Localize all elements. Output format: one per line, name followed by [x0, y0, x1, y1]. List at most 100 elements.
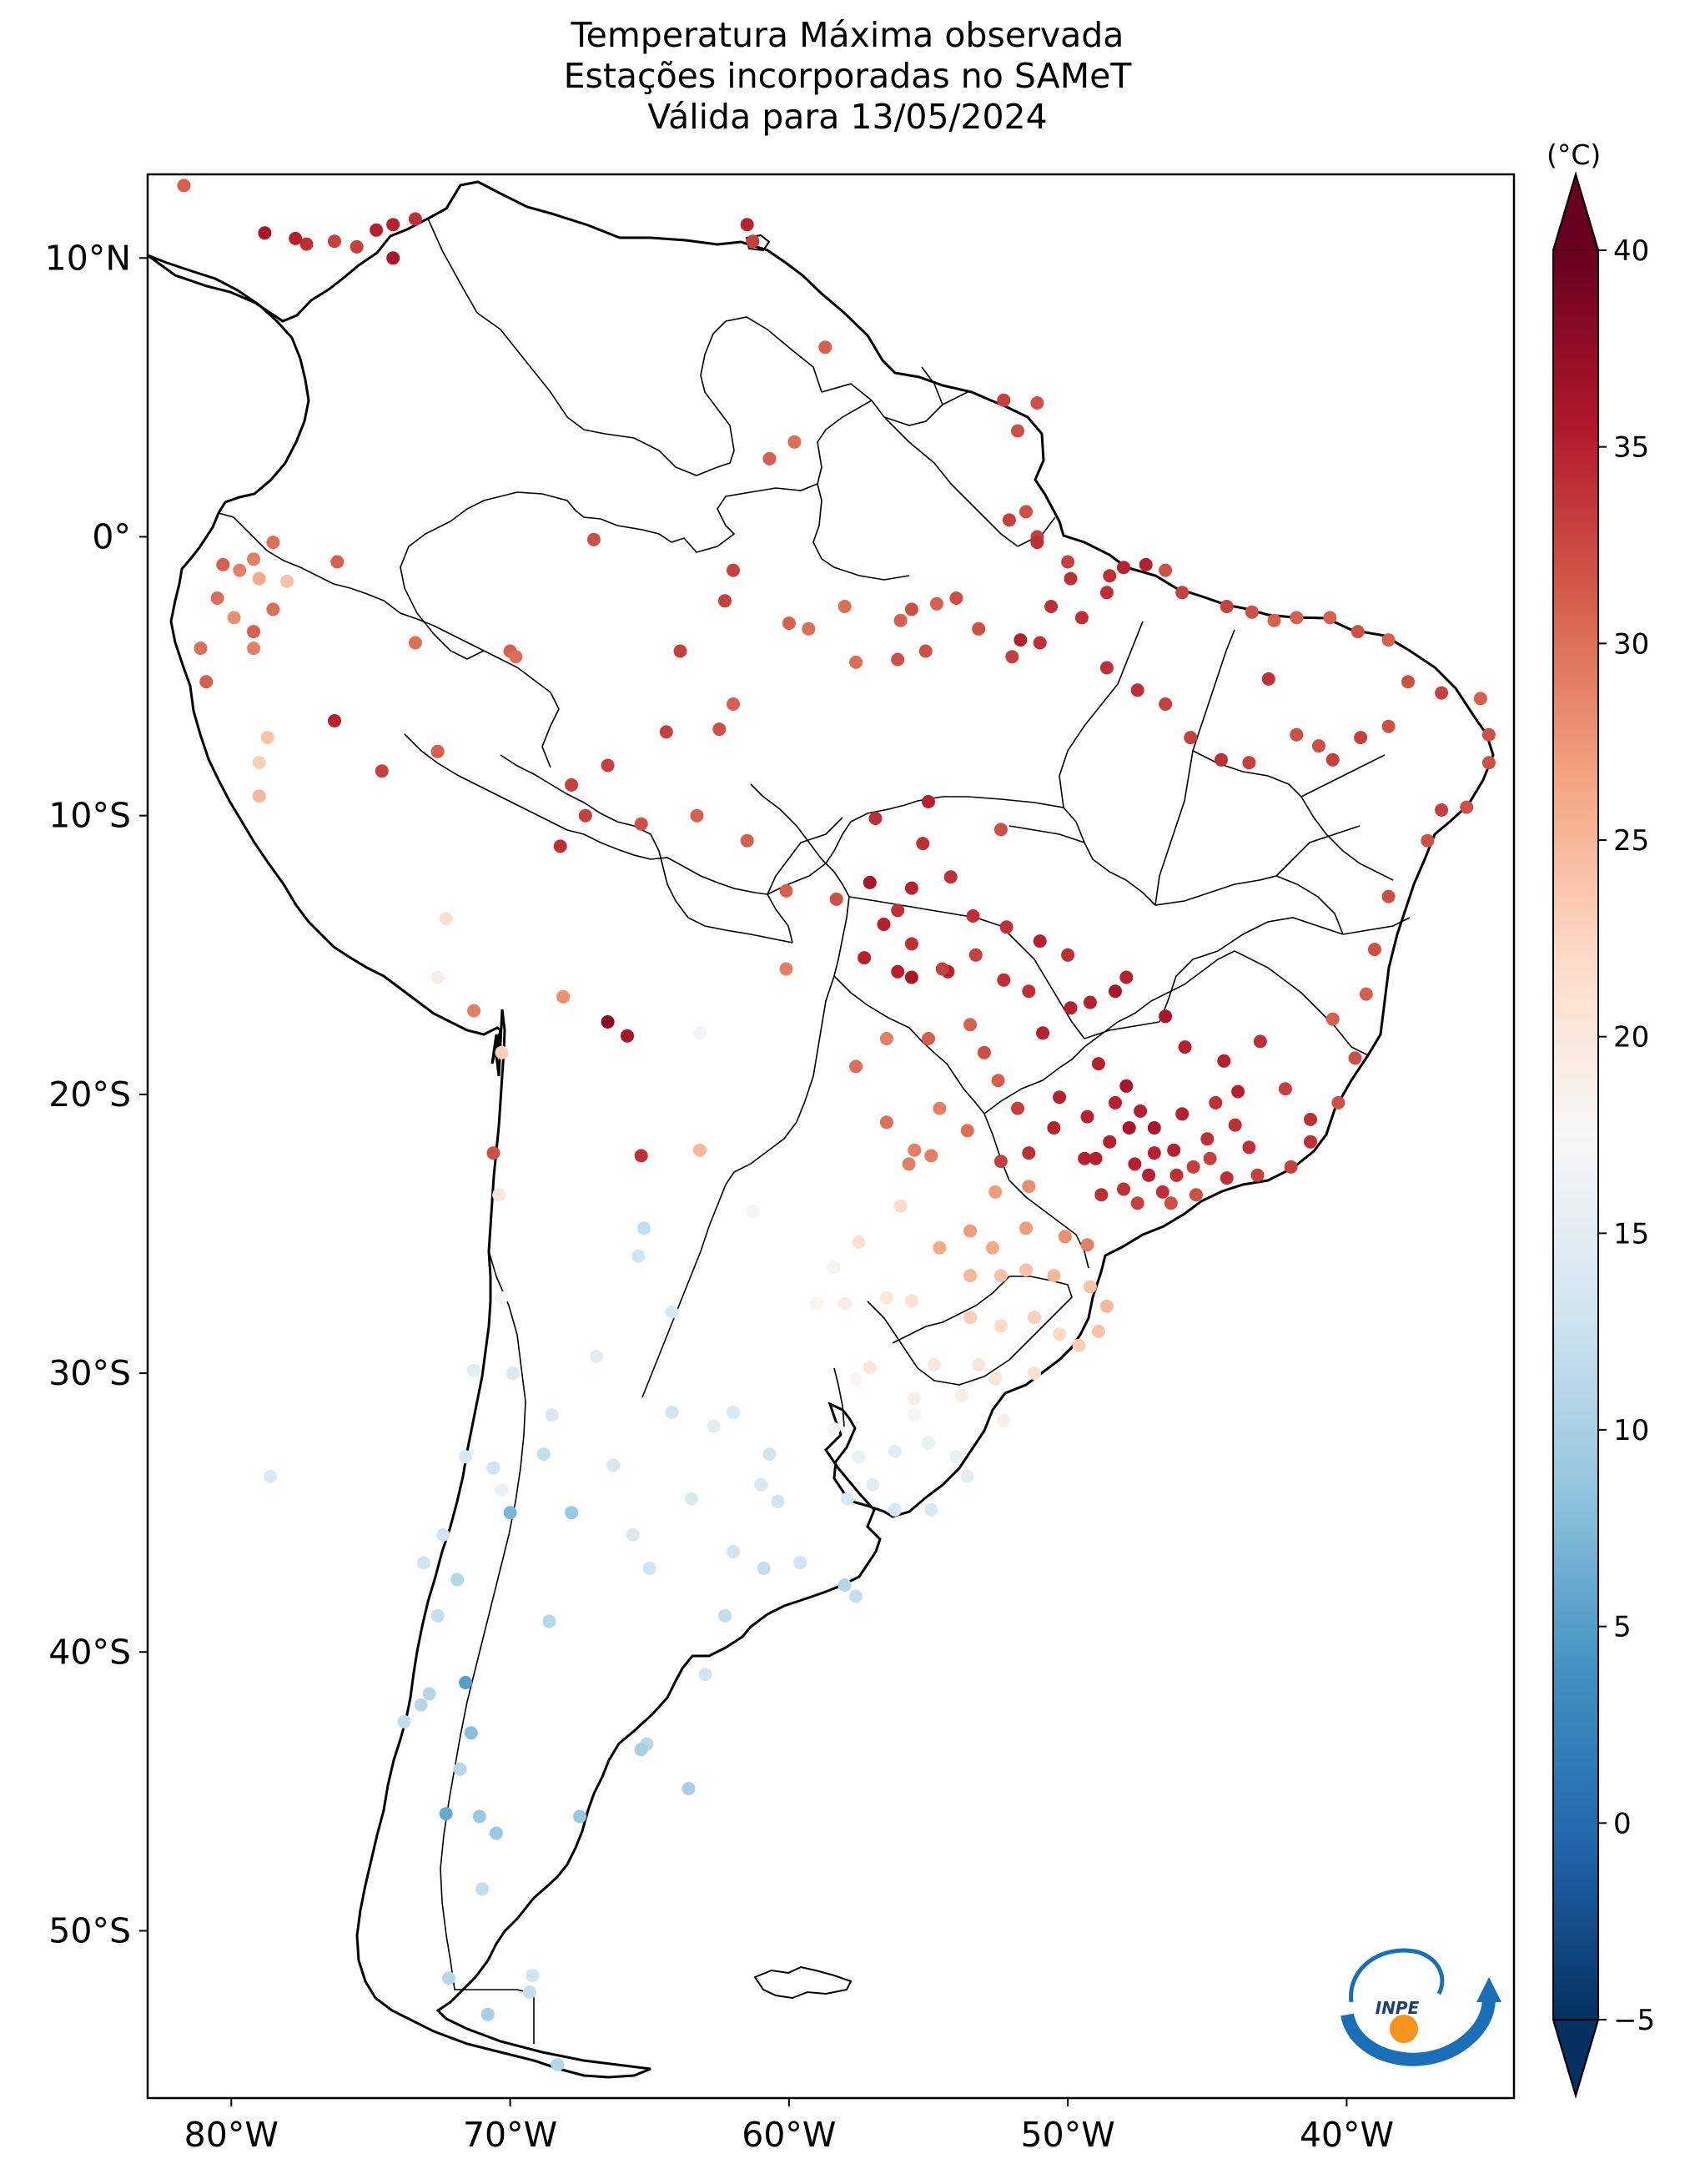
- station-point: [1099, 1299, 1114, 1313]
- station-point: [852, 1450, 866, 1464]
- station-point: [673, 644, 687, 658]
- continent-outline: [148, 180, 1495, 2079]
- station-point: [771, 1494, 785, 1508]
- station-point: [1117, 1182, 1130, 1196]
- longitude-axis: 80°W 70°W 60°W 50°W 40°W: [184, 2098, 1394, 2155]
- station-point: [486, 1146, 500, 1160]
- station-point: [972, 1358, 986, 1371]
- station-point: [289, 231, 303, 245]
- station-point: [1359, 987, 1373, 1001]
- station-point: [1167, 1143, 1181, 1157]
- station-point: [908, 1143, 922, 1157]
- station-point: [997, 1413, 1011, 1427]
- station-point: [1473, 692, 1487, 706]
- station-point: [1103, 569, 1117, 583]
- station-point: [430, 1608, 445, 1623]
- station-point: [1331, 1095, 1345, 1110]
- lon-tick-label: 40°W: [1300, 2115, 1394, 2155]
- station-point: [1030, 536, 1044, 550]
- station-point: [762, 451, 777, 465]
- station-point: [1200, 1132, 1215, 1146]
- station-point: [266, 536, 280, 550]
- station-point: [1002, 513, 1016, 527]
- station-point: [1134, 1104, 1148, 1118]
- station-point: [1209, 1095, 1223, 1110]
- station-point: [1053, 1090, 1067, 1105]
- station-point: [1080, 1238, 1094, 1252]
- station-point: [991, 1074, 1005, 1088]
- lon-tick-label: 50°W: [1021, 2115, 1115, 2155]
- station-point: [1155, 1185, 1169, 1199]
- station-point: [280, 574, 294, 588]
- station-point: [1022, 1180, 1036, 1194]
- station-point: [586, 532, 601, 546]
- lat-tick-label: 0°: [92, 516, 131, 556]
- station-point: [754, 1477, 768, 1492]
- station-point: [692, 1026, 707, 1040]
- station-point: [665, 1405, 679, 1419]
- station-point: [868, 812, 883, 825]
- station-point: [495, 1291, 509, 1305]
- map-title-line-1: Temperatura Máxima observada: [571, 15, 1124, 55]
- station-point: [464, 1726, 478, 1740]
- station-point: [1350, 625, 1365, 639]
- station-point: [1304, 1135, 1317, 1149]
- station-point: [1175, 586, 1190, 600]
- station-point: [601, 1015, 615, 1029]
- station-point: [955, 1388, 969, 1402]
- station-point: [1072, 1338, 1086, 1352]
- station-point: [1117, 561, 1130, 575]
- station-point: [904, 937, 918, 951]
- map-layers: INPE: [148, 179, 1501, 2079]
- station-point: [782, 616, 796, 631]
- lat-tick-label: 30°S: [48, 1353, 131, 1393]
- station-point: [1139, 557, 1153, 571]
- lat-tick-label: 50°S: [48, 1910, 131, 1950]
- station-point: [849, 655, 863, 669]
- station-point: [252, 571, 266, 586]
- station-point: [414, 1698, 428, 1712]
- station-point: [495, 1045, 509, 1059]
- station-point: [1061, 555, 1075, 569]
- station-point: [1064, 1001, 1078, 1015]
- station-point: [330, 555, 345, 569]
- station-point: [523, 1985, 536, 1999]
- station-point: [422, 1687, 436, 1701]
- station-point: [740, 833, 754, 848]
- station-point: [684, 1492, 698, 1506]
- station-point: [1267, 613, 1281, 627]
- station-point: [472, 1809, 486, 1824]
- station-point: [459, 1450, 473, 1464]
- station-point: [1325, 1012, 1340, 1026]
- station-point: [849, 1589, 863, 1603]
- station-point: [1119, 970, 1134, 984]
- station-point: [1109, 984, 1122, 999]
- colorbar-tick-label: −5: [1613, 2004, 1655, 2037]
- station-point: [1080, 1110, 1094, 1124]
- station-point: [893, 613, 908, 627]
- station-point: [1159, 563, 1173, 577]
- station-point: [258, 226, 272, 240]
- station-point: [1460, 800, 1474, 814]
- country-borders: [218, 218, 1411, 2044]
- station-point: [866, 1477, 880, 1492]
- station-point: [659, 725, 673, 739]
- station-point: [988, 1185, 1003, 1199]
- station-point: [545, 1408, 559, 1422]
- station-point: [1354, 731, 1368, 745]
- station-point: [963, 1311, 978, 1325]
- station-point: [1030, 396, 1044, 410]
- station-point: [1381, 633, 1396, 647]
- station-point: [712, 722, 727, 737]
- station-point: [430, 970, 445, 984]
- station-point: [601, 758, 615, 772]
- station-point: [718, 594, 732, 608]
- station-point: [746, 1205, 760, 1219]
- station-point: [475, 1882, 490, 1896]
- station-point: [1130, 1196, 1144, 1210]
- lon-tick-label: 80°W: [184, 2115, 279, 2155]
- station-point: [1128, 1157, 1142, 1171]
- logo-text: INPE: [1376, 1998, 1420, 2018]
- station-point: [1421, 833, 1435, 848]
- station-point: [1203, 1151, 1217, 1165]
